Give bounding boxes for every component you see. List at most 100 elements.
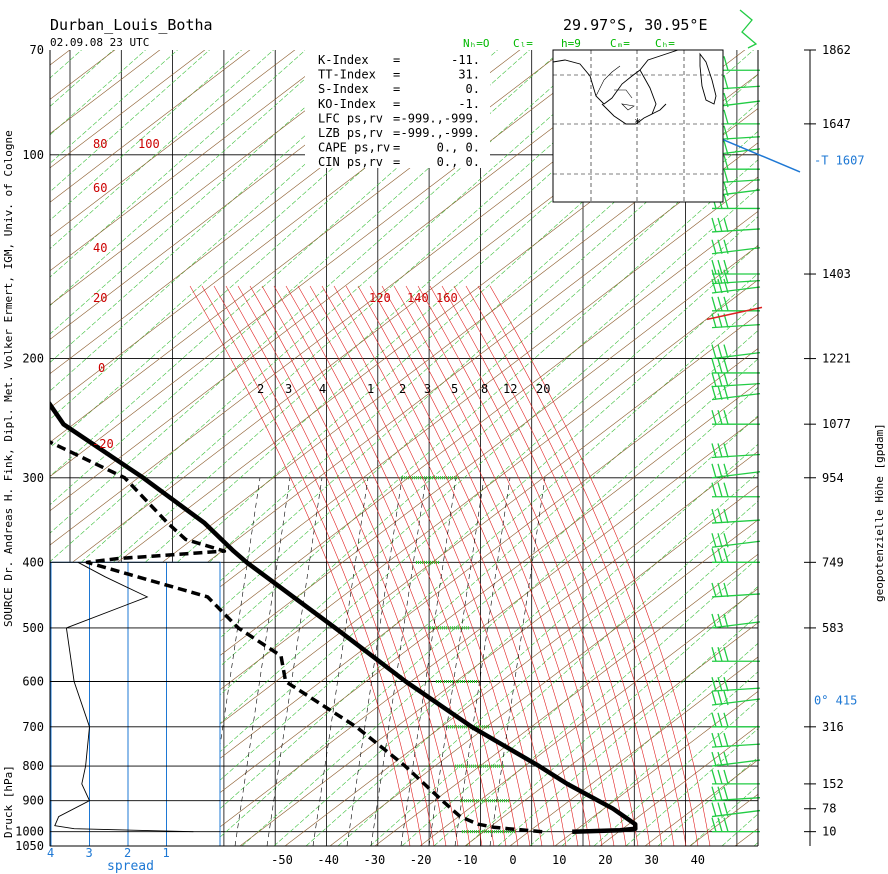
dry-adiabat	[374, 553, 758, 846]
dry-adiabat-label: 160	[436, 291, 458, 305]
pressure-tick-label: 300	[22, 471, 44, 485]
spread-axis-title: spread	[107, 859, 154, 874]
dry-adiabat	[50, 50, 611, 477]
mixing-line	[81, 244, 758, 846]
index-rows: K-Index = -11. TT-Index = 31. S-Index = 0. KO-Ind…	[318, 53, 480, 169]
wind-barb	[711, 751, 761, 767]
height-tick-label: 954	[822, 471, 844, 485]
index-sep: =	[393, 126, 400, 140]
inset-map: *	[552, 49, 724, 203]
moist-adiabat	[453, 285, 675, 846]
tropopause-label: -T 1607	[814, 154, 865, 168]
dry-adiabat-label: 40	[93, 241, 107, 255]
temperature-tick-label: 10	[552, 853, 566, 867]
dry-adiabat	[50, 50, 566, 443]
moist-adiabat	[189, 285, 411, 846]
moist-adiabat	[261, 285, 483, 846]
index-value: 0., 0.	[437, 141, 480, 155]
index-value: 0., 0.	[437, 155, 480, 169]
tropopause-line	[715, 135, 801, 173]
moist-adiabat	[405, 285, 627, 846]
wind-barb	[711, 409, 760, 425]
index-label: LFC ps,rv	[318, 111, 383, 125]
mixing-line	[50, 50, 210, 193]
wind-barb	[711, 372, 761, 388]
wind-barb	[711, 712, 760, 728]
temperature-tick-label: 0	[509, 853, 516, 867]
wind-barb	[711, 482, 760, 498]
index-label: K-Index	[318, 53, 369, 67]
pressure-tick-label: 1050	[15, 839, 44, 853]
dry-adiabat	[464, 622, 758, 846]
index-box: K-Index = -11. TT-Index = 31. S-Index = 0. KO-Ind…	[305, 50, 490, 169]
dry-adiabat	[194, 416, 758, 846]
dry-adiabat-label: 60	[93, 181, 107, 195]
index-label: CIN ps,rv	[318, 155, 383, 169]
mixing-ratio-line	[400, 477, 457, 846]
index-label: CAPE ps,rv	[318, 141, 390, 155]
mixing-line	[273, 415, 758, 846]
dry-adiabat	[50, 50, 701, 546]
wind-barb	[711, 786, 761, 802]
index-sep: =	[393, 97, 400, 111]
mixing-ratio-label: 12	[503, 382, 517, 396]
wind-barb	[711, 259, 760, 275]
moist-adiabat	[237, 285, 459, 846]
mixing-line	[50, 50, 594, 534]
wind-barb	[711, 508, 761, 524]
wind-barb	[711, 278, 761, 294]
height-tick-label: 78	[822, 802, 836, 816]
pressure-tick-label: 600	[22, 675, 44, 689]
moist-adiabat	[369, 285, 591, 846]
moist-adiabat	[357, 285, 579, 846]
mixing-ratio-line	[234, 477, 291, 846]
index-label: LZB ps,rv	[318, 126, 383, 140]
moist-adiabat	[381, 285, 603, 846]
dry-adiabat	[59, 313, 758, 846]
top-wind-barb	[739, 9, 758, 49]
wind-barb	[711, 443, 761, 459]
moist-adiabat	[213, 285, 435, 846]
index-sep: =	[393, 53, 400, 67]
index-value: 0.	[466, 82, 480, 96]
mixing-ratio-label: 20	[536, 382, 550, 396]
temperature-tick-label: -50	[271, 853, 293, 867]
dry-adiabat	[50, 50, 521, 409]
dry-adiabat	[50, 50, 296, 237]
temperature-tick-label: -40	[317, 853, 339, 867]
wind-barb	[711, 817, 760, 833]
spread-tick-label: 1	[163, 846, 170, 860]
mixing-ratio-line	[454, 477, 511, 846]
mixing-ratio-line	[346, 477, 403, 846]
mixing-line	[50, 50, 498, 449]
pressure-tick-label: 900	[22, 794, 44, 808]
source-credit: SOURCE Dr. Andreas H. Fink, Dipl. Met. V…	[2, 130, 15, 627]
moist-adiabat	[273, 285, 495, 846]
mixing-ratio-label: 2	[257, 382, 264, 396]
index-value: -999.,-999.	[401, 111, 480, 125]
station-marker: *	[634, 116, 641, 130]
spread-frame	[49, 561, 221, 847]
moist-adiabat	[333, 285, 555, 846]
dry-adiabat-label: 100	[138, 137, 160, 151]
mixing-ratio-label: 3	[285, 382, 292, 396]
dry-adiabat	[419, 588, 758, 846]
index-label: TT-Index	[318, 68, 376, 82]
wind-barb	[711, 769, 760, 785]
dry-adiabat-label: 140	[407, 291, 429, 305]
moist-adiabat	[393, 285, 615, 846]
pressure-tick-label: 400	[22, 555, 44, 569]
wind-barb-highlight	[706, 306, 763, 321]
height-tick-label: 1403	[822, 267, 851, 281]
index-sep: =	[393, 155, 400, 169]
mixing-ratio-line	[428, 477, 485, 846]
moist-adiabat	[489, 285, 711, 846]
index-value: -999.,-999.	[401, 126, 480, 140]
moist-adiabat	[285, 285, 507, 846]
moist-adiabat	[297, 285, 519, 846]
cloud-info: Nₕ=O Cₗ= h=9 Cₘ= Cₕ=	[463, 37, 675, 50]
wind-barb	[711, 690, 761, 706]
dry-adiabat-label: 0	[98, 361, 105, 375]
pressure-tick-label: 500	[22, 621, 44, 635]
